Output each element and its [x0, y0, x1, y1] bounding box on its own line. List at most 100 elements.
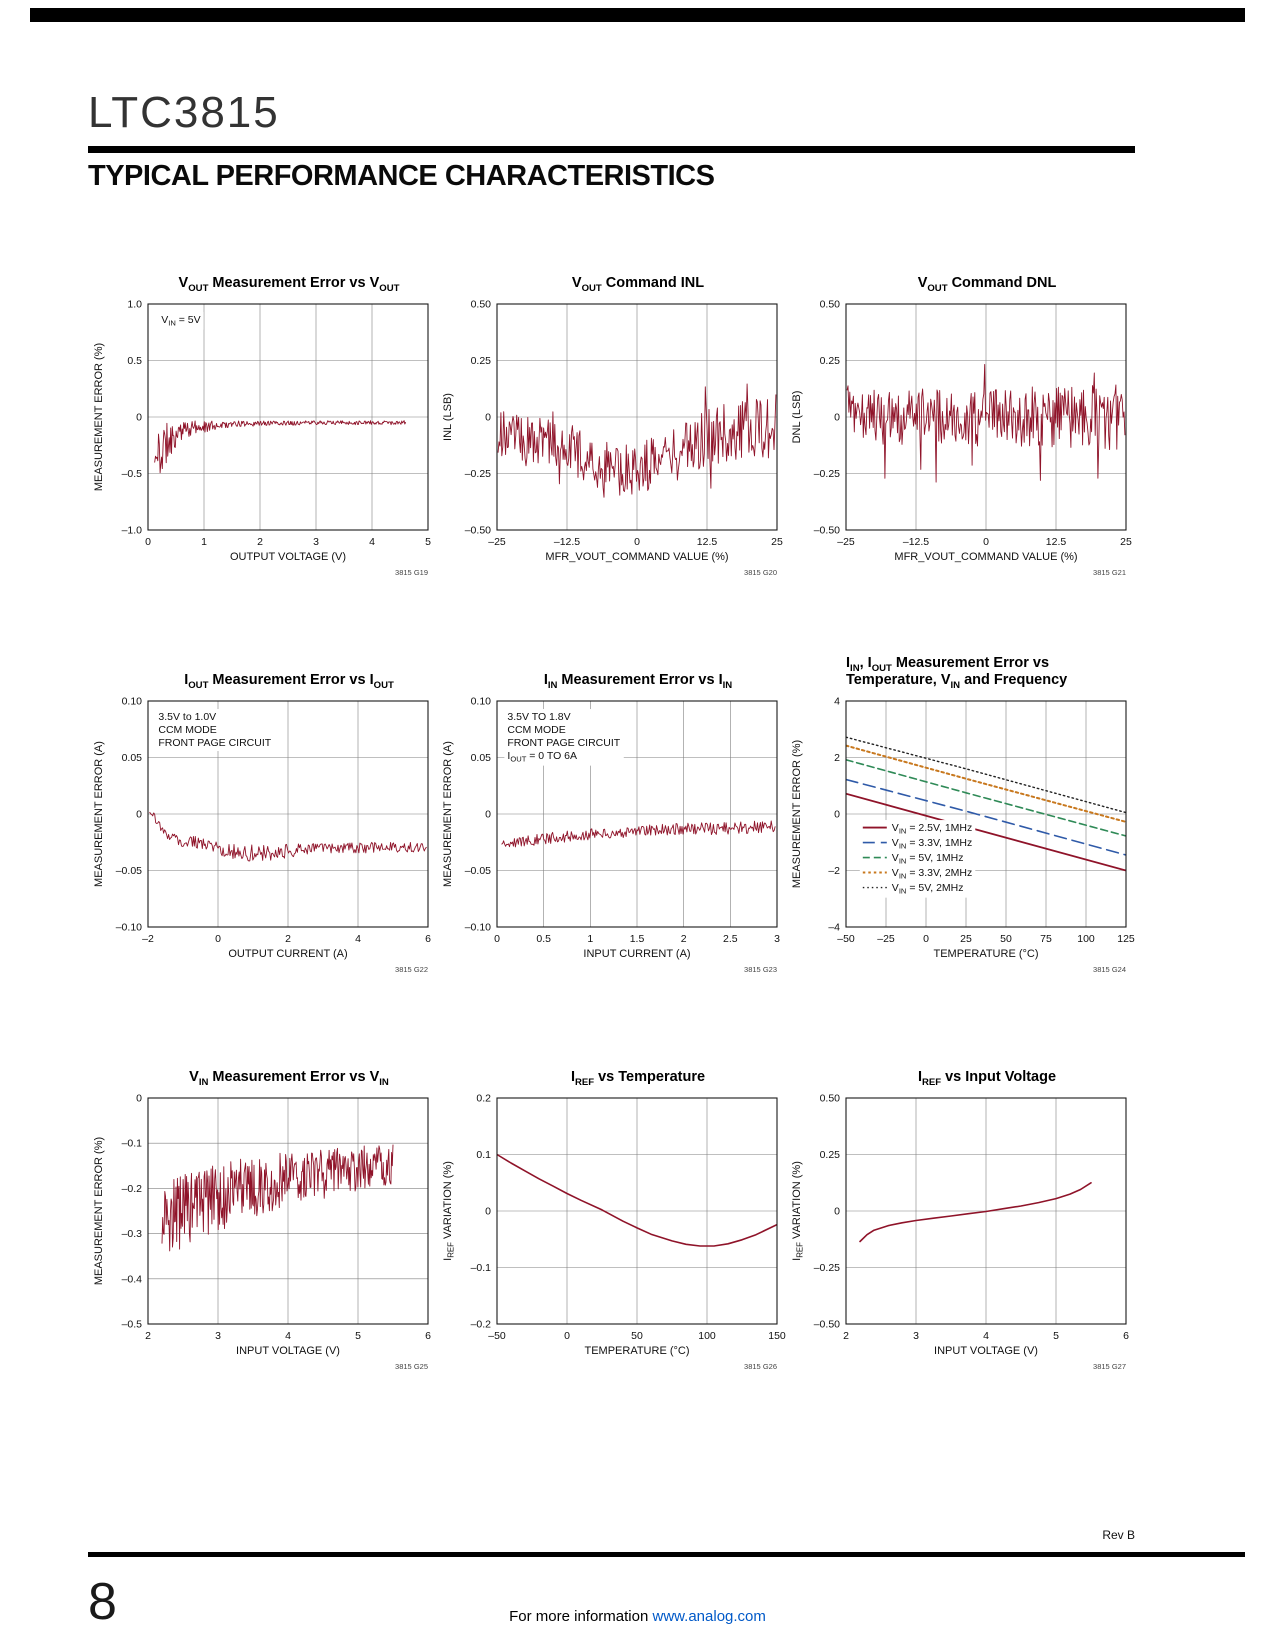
- chart-vout-command-inl: VOUT Command INL –25 –12.5 0 12.5 25 0.50 0.25 0…: [437, 255, 786, 582]
- svg-text:3.5V to 1.0V: 3.5V to 1.0V: [158, 711, 216, 723]
- chart-plot: –25 –12.5 0 12.5 25 0.50 0.25 0 –0.25 –0.50 MFR_VO…: [791, 299, 1132, 578]
- chart-plot: 2 3 4 5 6 0 –0.1 –0.2 –0.3 –0.4 –0.5 INPUT VOLTAGE …: [93, 1093, 432, 1372]
- svg-text:6: 6: [1123, 1330, 1129, 1342]
- svg-text:–2: –2: [828, 865, 840, 877]
- tick-labels: –50 0 50 100 150 0.2 0.1 0 –0.1 –0.2: [471, 1093, 786, 1343]
- svg-text:–0.1: –0.1: [471, 1262, 492, 1274]
- chart-iref-vs-temperature: IREF vs Temperature –50 0 50 100 150 0.2 0.1 0 –0…: [437, 1049, 786, 1376]
- svg-text:0: 0: [215, 933, 221, 945]
- svg-text:3815 G20: 3815 G20: [744, 568, 777, 577]
- annotation: VIN = 5V: [158, 312, 204, 330]
- chart-title: IIN, IOUT Measurement Error vs Temperatur…: [846, 654, 1068, 692]
- tick-labels: –50 –25 0 25 50 75 100 125 4 2 0 –2 –4: [828, 696, 1135, 946]
- svg-text:12.5: 12.5: [1046, 536, 1067, 548]
- svg-text:OUTPUT VOLTAGE (V): OUTPUT VOLTAGE (V): [230, 551, 346, 563]
- svg-text:5: 5: [355, 1330, 361, 1342]
- svg-text:–25: –25: [488, 536, 506, 548]
- svg-text:0: 0: [485, 1206, 491, 1218]
- page-number: 8: [88, 1573, 117, 1631]
- svg-text:3: 3: [313, 536, 319, 548]
- chart-title: IIN Measurement Error vs IIN: [543, 672, 733, 692]
- svg-text:–25: –25: [877, 933, 895, 945]
- header-rule: [88, 146, 1135, 153]
- svg-text:0.10: 0.10: [471, 696, 492, 708]
- chart-vout-measurement-error-vs-vout: VOUT Measurement Error vs VOUT VIN = 5V 0 1…: [88, 255, 437, 582]
- svg-text:–12.5: –12.5: [554, 536, 580, 548]
- chart-vin-measurement-error-vs-vin: VIN Measurement Error vs VIN 2 3 4 5 6 0 –0.1 –0…: [88, 1049, 437, 1376]
- svg-text:12.5: 12.5: [697, 536, 718, 548]
- svg-text:–50: –50: [488, 1330, 506, 1342]
- data-series: [154, 420, 407, 474]
- data-series: [161, 1144, 394, 1252]
- data-series: [859, 1182, 1092, 1243]
- tick-labels: –2 0 2 4 6 0.10 0.05 0 –0.05 –0.10: [116, 696, 431, 946]
- svg-text:2: 2: [285, 933, 291, 945]
- svg-text:FRONT PAGE CIRCUIT: FRONT PAGE CIRCUIT: [158, 737, 271, 749]
- svg-text:–1.0: –1.0: [122, 525, 143, 537]
- svg-text:2.5: 2.5: [723, 933, 738, 945]
- data-series: [149, 811, 427, 862]
- svg-text:TEMPERATURE (°C): TEMPERATURE (°C): [933, 948, 1038, 960]
- svg-text:MFR_VOUT_COMMAND VALUE (%): MFR_VOUT_COMMAND VALUE (%): [894, 551, 1077, 563]
- chart-title: VOUT Measurement Error vs VOUT: [178, 275, 400, 295]
- footer: For more information www.analog.com: [0, 1608, 1275, 1625]
- svg-text:–0.10: –0.10: [465, 922, 491, 934]
- svg-text:50: 50: [1000, 933, 1012, 945]
- svg-text:–50: –50: [837, 933, 855, 945]
- svg-text:–0.25: –0.25: [814, 468, 840, 480]
- svg-text:IREF VARIATION (%): IREF VARIATION (%): [791, 1161, 805, 1261]
- svg-text:0.25: 0.25: [820, 355, 841, 367]
- svg-text:IOUT = 0 TO 6A: IOUT = 0 TO 6A: [507, 750, 577, 764]
- svg-text:3815 G26: 3815 G26: [744, 1362, 777, 1371]
- svg-text:CCM MODE: CCM MODE: [507, 724, 565, 736]
- svg-text:–0.10: –0.10: [116, 922, 142, 934]
- svg-text:3.5V TO 1.8V: 3.5V TO 1.8V: [507, 711, 570, 723]
- svg-text:125: 125: [1117, 933, 1135, 945]
- svg-text:0: 0: [136, 1093, 142, 1105]
- svg-text:25: 25: [771, 536, 783, 548]
- svg-text:3: 3: [215, 1330, 221, 1342]
- svg-text:–0.50: –0.50: [465, 525, 491, 537]
- svg-text:MEASUREMENT ERROR (%): MEASUREMENT ERROR (%): [791, 740, 803, 888]
- top-border-bar: [30, 8, 1245, 22]
- svg-text:25: 25: [1120, 536, 1132, 548]
- svg-text:–0.5: –0.5: [122, 468, 143, 480]
- tick-labels: –25 –12.5 0 12.5 25 0.50 0.25 0 –0.25 –0.50: [814, 299, 1132, 549]
- svg-text:–0.1: –0.1: [122, 1138, 143, 1150]
- svg-text:–0.2: –0.2: [122, 1183, 143, 1195]
- svg-text:–4: –4: [828, 922, 840, 934]
- svg-text:0: 0: [136, 412, 142, 424]
- svg-text:3815 G23: 3815 G23: [744, 965, 777, 974]
- svg-text:0.25: 0.25: [471, 355, 492, 367]
- svg-text:2: 2: [145, 1330, 151, 1342]
- svg-text:4: 4: [834, 696, 840, 708]
- svg-text:–0.3: –0.3: [122, 1228, 143, 1240]
- svg-text:MEASUREMENT ERROR (%): MEASUREMENT ERROR (%): [93, 343, 105, 491]
- tick-labels: 2 3 4 5 6 0 –0.1 –0.2 –0.3 –0.4 –0.5: [122, 1093, 432, 1343]
- svg-text:DNL (LSB): DNL (LSB): [791, 391, 803, 444]
- gridlines: [496, 303, 778, 531]
- svg-text:3: 3: [774, 933, 780, 945]
- svg-text:0.1: 0.1: [476, 1149, 491, 1161]
- svg-text:1: 1: [201, 536, 207, 548]
- svg-text:–0.25: –0.25: [465, 468, 491, 480]
- footer-link[interactable]: www.analog.com: [652, 1608, 766, 1625]
- svg-text:MEASUREMENT ERROR (A): MEASUREMENT ERROR (A): [93, 741, 105, 887]
- bottom-border-bar: [88, 1552, 1245, 1557]
- svg-text:VIN = 5V, 2MHz: VIN = 5V, 2MHz: [892, 882, 964, 896]
- section-title: TYPICAL PERFORMANCE CHARACTERISTICS: [88, 160, 715, 192]
- data-series: [846, 363, 1126, 483]
- svg-text:0: 0: [485, 412, 491, 424]
- svg-text:0.5: 0.5: [536, 933, 551, 945]
- svg-text:INPUT VOLTAGE (V): INPUT VOLTAGE (V): [236, 1345, 340, 1357]
- chart-title: IOUT Measurement Error vs IOUT: [184, 672, 394, 692]
- data-series: [846, 736, 1126, 872]
- chart-iin-measurement-error-vs-iin: IIN Measurement Error vs IIN 3.5V TO 1.8V…: [437, 652, 786, 979]
- chart-iref-vs-input-voltage: IREF vs Input Voltage 2 3 4 5 6 0.50 0.25 0 –0.25…: [786, 1049, 1135, 1376]
- svg-text:6: 6: [425, 1330, 431, 1342]
